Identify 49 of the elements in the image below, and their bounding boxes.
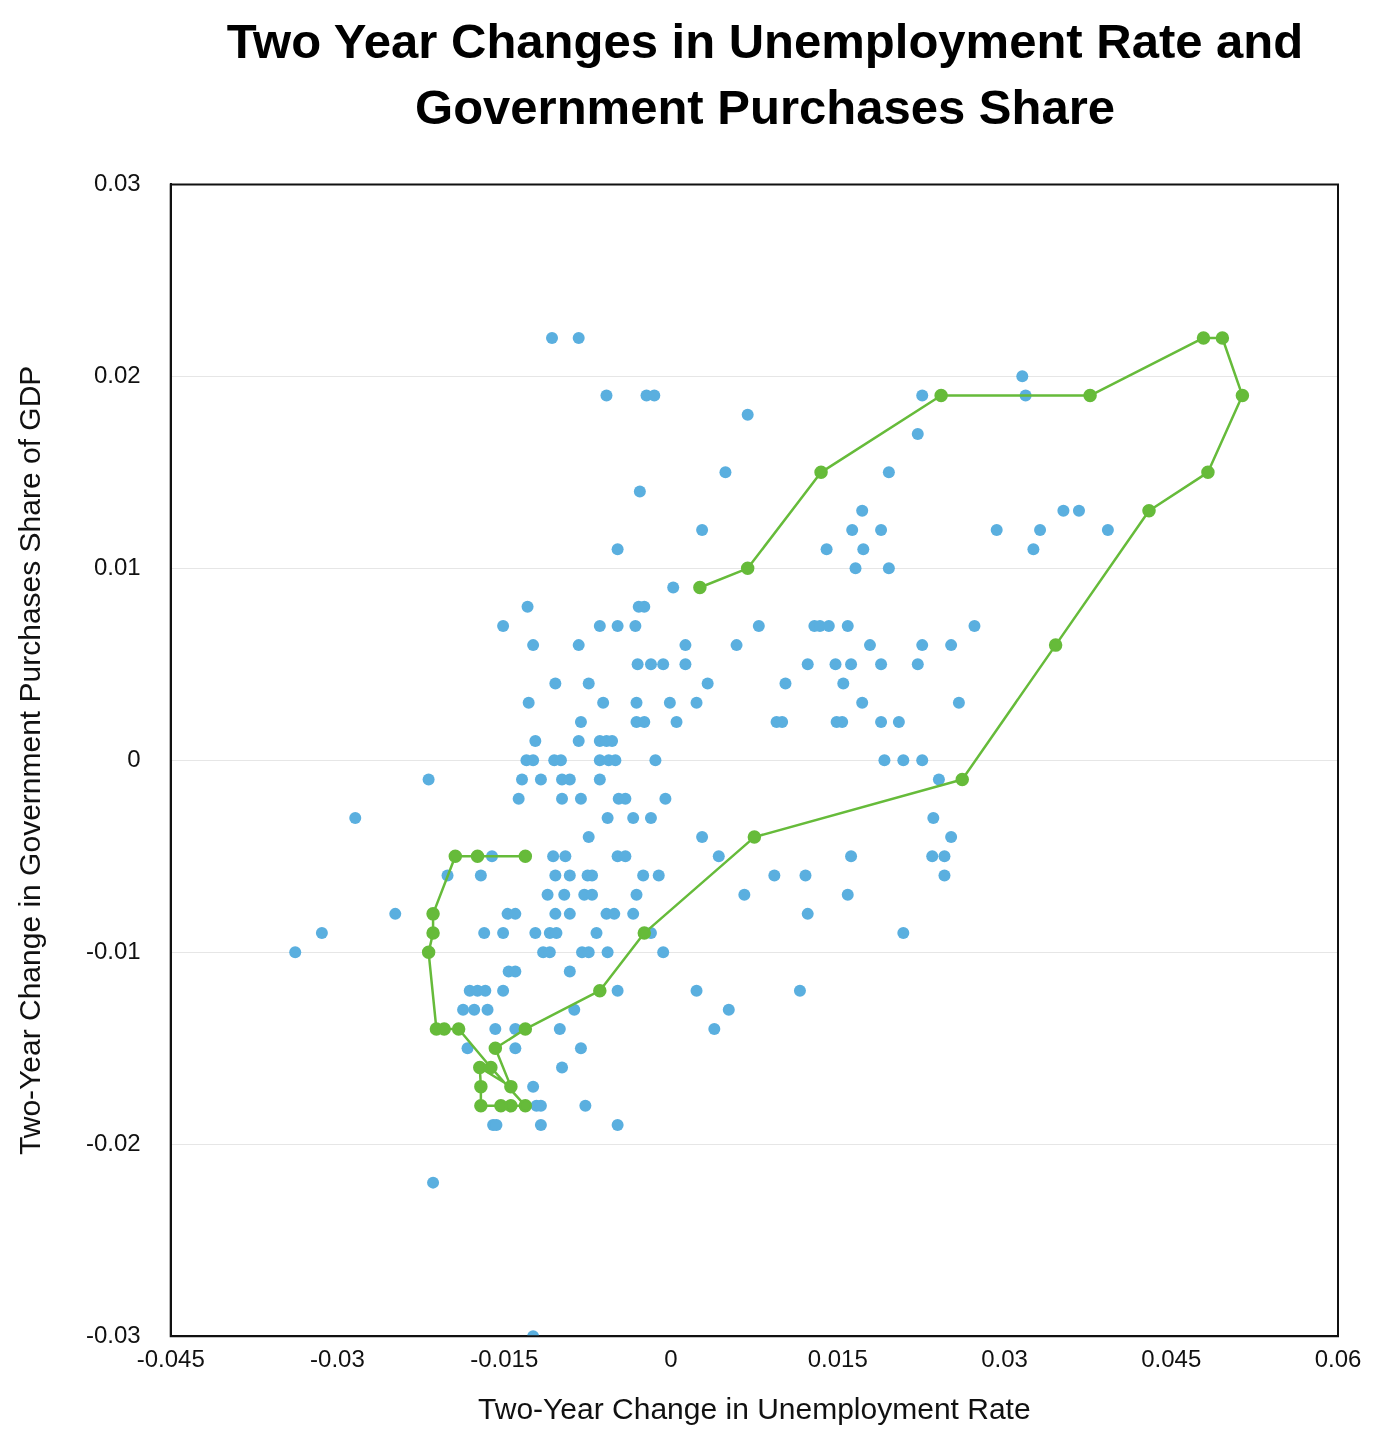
x-tick-label: -0.015 xyxy=(470,1345,539,1373)
x-tick-label: 0.045 xyxy=(1141,1345,1202,1373)
y-tick-label: -0.01 xyxy=(86,936,141,964)
point xyxy=(426,907,440,921)
x-tick-label: -0.03 xyxy=(310,1345,365,1373)
point xyxy=(448,849,463,864)
point xyxy=(1201,465,1215,480)
point xyxy=(518,1022,533,1036)
y-tick-label: 0.03 xyxy=(93,169,141,197)
point xyxy=(637,926,652,940)
point xyxy=(518,849,533,864)
point xyxy=(1048,638,1063,652)
y-tick-label: 0.02 xyxy=(93,360,141,388)
point xyxy=(474,1099,488,1113)
y-axis-title: Two-Year Change in Government Purchases Share of GDP xyxy=(13,365,47,1155)
x-tick-label: 0 xyxy=(664,1345,678,1373)
point xyxy=(518,1099,533,1113)
point xyxy=(1235,388,1250,403)
point xyxy=(474,1079,488,1094)
point xyxy=(1196,331,1211,345)
point xyxy=(934,388,948,403)
x-tick-label: 0.06 xyxy=(1314,1345,1362,1373)
point xyxy=(484,1060,498,1075)
point xyxy=(1083,388,1097,403)
point xyxy=(473,1060,487,1075)
point xyxy=(504,1079,518,1094)
chart-title: Two Year Changes in Unemployment Rate and Government Purchases Share xyxy=(225,13,1305,136)
x-tick-label: 0.015 xyxy=(807,1345,868,1373)
y-tick-label: -0.02 xyxy=(86,1128,141,1156)
point xyxy=(494,1099,508,1113)
x-tick-label: 0.03 xyxy=(981,1345,1028,1373)
x-tick-label: -0.045 xyxy=(136,1345,205,1373)
y-tick-label: 0 xyxy=(127,744,141,772)
point xyxy=(747,830,762,844)
point xyxy=(1215,331,1230,345)
point xyxy=(1142,503,1156,518)
x-axis-title: Two-Year Change in Unemployment Rate xyxy=(478,1392,1031,1426)
point xyxy=(470,849,485,864)
point xyxy=(426,926,440,940)
point xyxy=(955,772,969,787)
y-tick-label: 0.01 xyxy=(93,552,141,580)
point xyxy=(488,1041,503,1055)
point xyxy=(814,465,828,480)
point xyxy=(421,945,436,960)
point xyxy=(693,580,707,595)
point xyxy=(593,983,607,998)
point xyxy=(740,561,755,576)
point xyxy=(451,1022,466,1036)
y-tick-label: -0.03 xyxy=(86,1320,141,1348)
